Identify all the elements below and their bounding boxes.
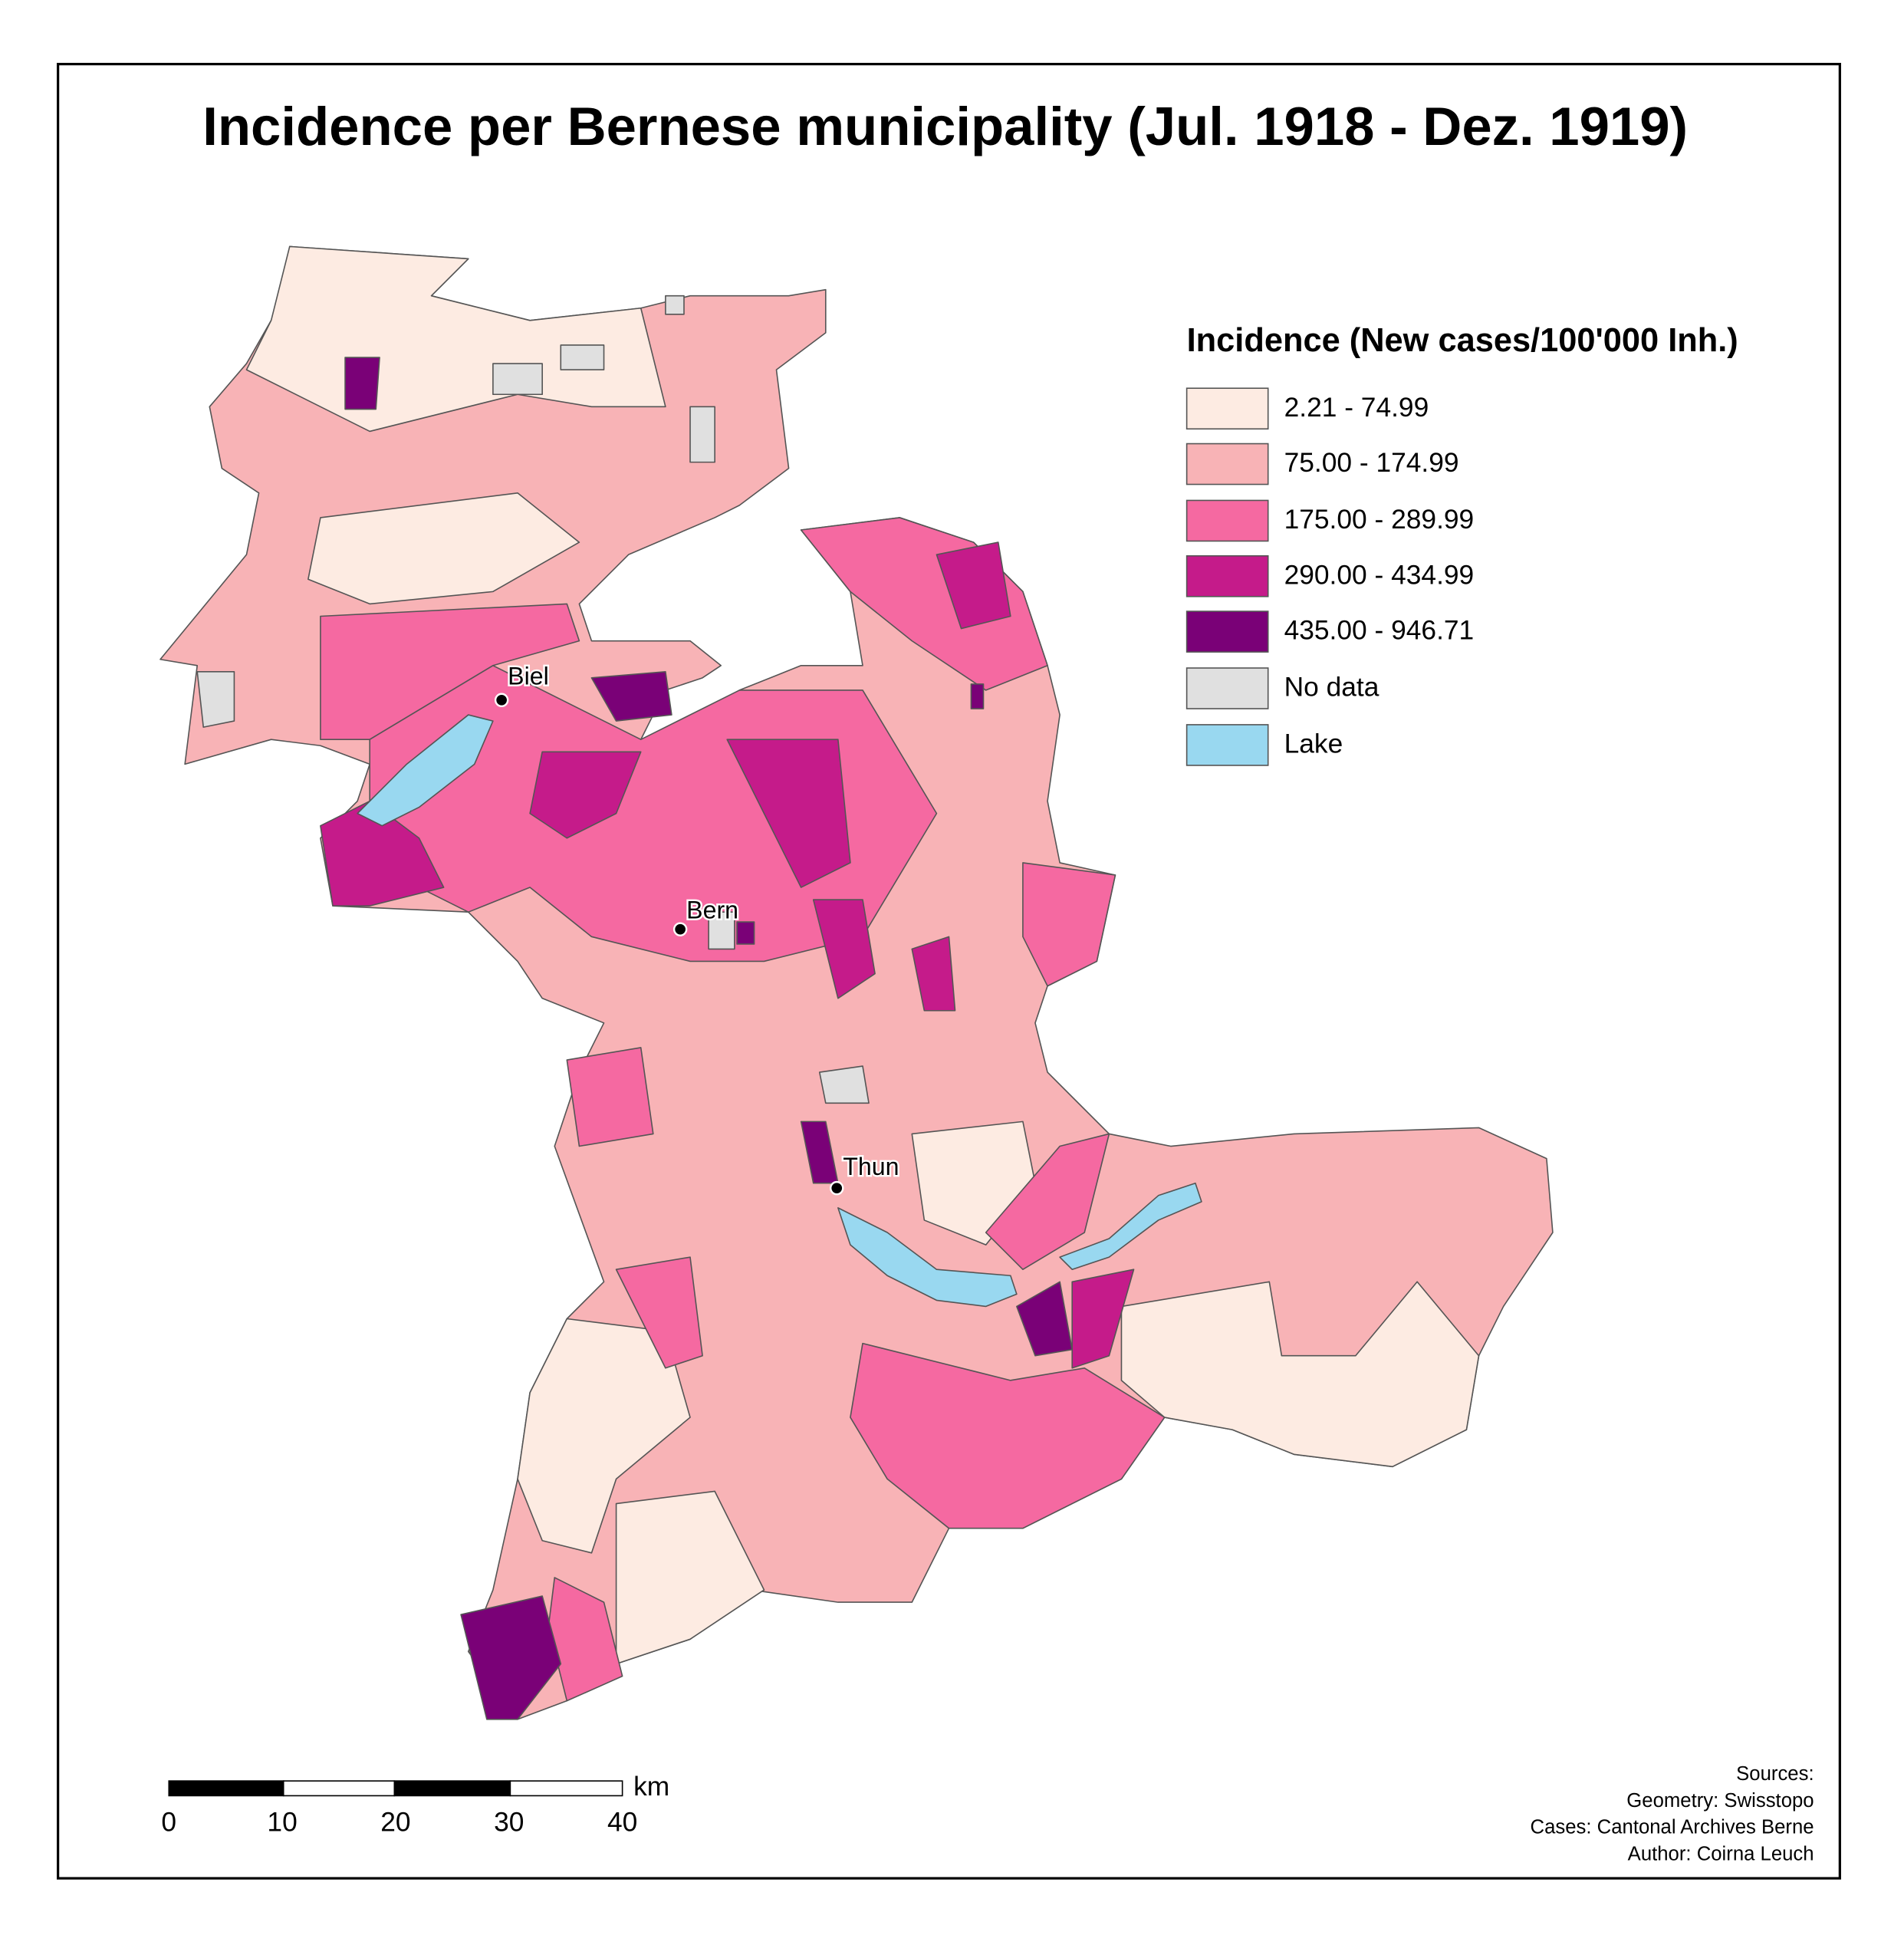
legend: Incidence (New cases/100'000 Inh.) 2.21 … xyxy=(1185,322,1738,766)
municipality xyxy=(307,492,580,605)
municipality xyxy=(517,1318,691,1554)
scale-segment xyxy=(168,1780,284,1797)
city-marker xyxy=(494,693,509,708)
source-line: Cases: Cantonal Archives Berne xyxy=(1531,1817,1814,1838)
municipality xyxy=(689,406,715,463)
city-marker xyxy=(830,1180,844,1196)
legend-title: Incidence (New cases/100'000 Inh.) xyxy=(1187,322,1738,359)
legend-label: 435.00 - 946.71 xyxy=(1284,616,1475,646)
frame xyxy=(57,62,1841,1880)
scale-label: 40 xyxy=(607,1808,637,1838)
legend-swatch xyxy=(1185,387,1269,430)
legend-swatch xyxy=(1185,724,1269,766)
municipality xyxy=(665,295,685,315)
municipality xyxy=(850,1342,1166,1529)
municipality xyxy=(936,541,1011,630)
scale-label: 0 xyxy=(161,1808,176,1838)
city-marker xyxy=(672,922,688,936)
scale-bar: km 0 10 20 30 40 xyxy=(161,1772,669,1838)
source-line: Geometry: Swisstopo xyxy=(1626,1790,1814,1812)
legend-label: 2.21 - 74.99 xyxy=(1284,393,1429,423)
municipality xyxy=(615,1490,765,1665)
lake xyxy=(837,1207,1018,1308)
municipality xyxy=(985,1133,1110,1271)
scale-label: 30 xyxy=(494,1808,524,1838)
municipality xyxy=(1071,1269,1135,1369)
municipality xyxy=(492,363,543,396)
scale-label: 20 xyxy=(380,1808,410,1838)
legend-label: 75.00 - 174.99 xyxy=(1284,448,1459,478)
municipality xyxy=(560,344,605,370)
municipality xyxy=(615,1256,703,1369)
municipality xyxy=(1016,1281,1073,1357)
city-label: Thun xyxy=(843,1153,899,1180)
scale-segment xyxy=(282,1780,396,1797)
scale-segment xyxy=(509,1780,623,1797)
municipality xyxy=(812,899,876,999)
municipality xyxy=(911,936,956,1012)
legend-label: No data xyxy=(1284,673,1379,703)
municipality xyxy=(460,1595,562,1720)
legend-swatch xyxy=(1185,555,1269,597)
municipalities xyxy=(159,245,1554,1720)
city-label: Biel xyxy=(508,662,549,689)
municipality xyxy=(736,921,755,945)
legend-swatch xyxy=(1185,499,1269,542)
municipality xyxy=(344,357,380,410)
map-title: Incidence per Bernese municipality (Jul.… xyxy=(202,96,1688,156)
municipality xyxy=(548,1577,623,1702)
scale-label: 10 xyxy=(267,1808,297,1838)
municipality xyxy=(196,671,235,728)
municipality xyxy=(529,751,642,839)
legend-swatch xyxy=(1185,610,1269,653)
legend-label: 175.00 - 289.99 xyxy=(1284,505,1475,535)
municipality xyxy=(818,1065,870,1104)
source-line: Author: Coirna Leuch xyxy=(1628,1844,1814,1865)
legend-swatch xyxy=(1185,667,1269,709)
municipality xyxy=(708,911,735,950)
lake xyxy=(1059,1182,1202,1271)
cities: Biel Bern Thun xyxy=(494,660,901,1196)
municipality xyxy=(970,683,985,709)
source-line: Sources: xyxy=(1736,1763,1814,1785)
municipality xyxy=(590,671,672,722)
municipality xyxy=(726,739,851,888)
scale-unit: km xyxy=(633,1772,669,1802)
lake xyxy=(357,714,494,827)
municipality xyxy=(1022,862,1116,987)
scale-segment xyxy=(393,1780,511,1797)
city-label: Bern xyxy=(686,897,738,924)
municipality xyxy=(566,1047,654,1147)
sources: Sources: Geometry: Swisstopo Cases: Canton… xyxy=(1531,1763,1814,1865)
legend-label: Lake xyxy=(1284,729,1343,759)
legend-swatch xyxy=(1185,443,1269,485)
legend-label: 290.00 - 434.99 xyxy=(1284,560,1475,590)
